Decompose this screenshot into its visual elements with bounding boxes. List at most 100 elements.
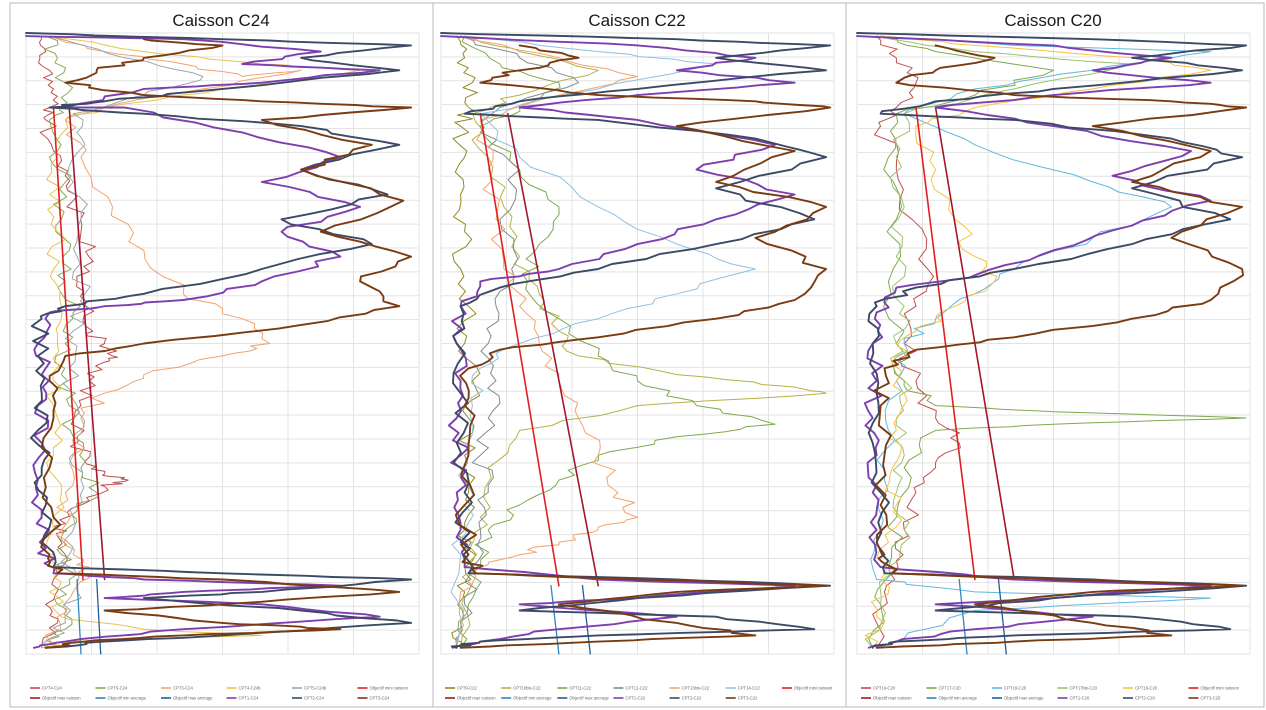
legend-item-cpt1-c22: CPT1-C22 [613,696,646,701]
legend-item-cpt10bis-c22: CPT10bis-C22 [501,686,541,691]
legend-label: CPT17bis-C20 [1070,686,1098,691]
series-line-cpt5-c24 [43,35,100,649]
legend-item-cpt2-c22: CPT2-C22 [669,696,702,701]
legend-label: CPT2-C22 [682,696,702,701]
legend-label: CPT10bis-C22 [513,686,541,691]
series-line-objectif-min-ancrage [958,578,968,655]
legend-item-cpt16-c20: CPT16-C20 [861,686,896,691]
legend-item-cpt17-c20: CPT17-C20 [926,686,962,691]
legend-label: CPT19-C20 [1135,686,1158,691]
series-line-objectif-mini-caisson [52,106,84,581]
legend-item-cpt5-c24b: CPT5-C24b [292,686,327,691]
legend-item-cpt19-c20: CPT19-C20 [1123,686,1158,691]
legend-item-objectif-max-ancrage: Objectif max ancrage [992,696,1044,701]
series-line-cpt1-c24 [25,35,381,649]
legend-label: Objectif max caisson [457,696,496,701]
legend-label: Objectif max ancrage [1004,696,1044,701]
legend-item-objectif-max-caisson: Objectif max caisson [30,696,81,701]
legend-label: CPT3-C20 [1201,696,1221,701]
series-line-cpt11-c22 [457,35,776,649]
legend-label: CPT17-C20 [939,686,962,691]
legend: CPT9-C22 CPT10bis-C22 CPT11-C22 CPT12-C22 CP… [445,686,833,701]
series-line-cpt3-c24 [40,38,413,649]
legend-item-objectif-min-ancrage: Objectif min ancrage [501,696,552,701]
legend-label: CPT12-C22 [625,686,648,691]
legend-item-cpt17bis-c20: CPT17bis-C20 [1057,686,1098,691]
legend-label: CPT14-C22 [738,686,761,691]
series-line-cpt2-c20 [856,32,1248,649]
legend: CPT16-C20 CPT17-C20 CPT18-C20 CPT17bis-C20 C… [861,686,1240,701]
legend-item-cpt9-c22: CPT9-C22 [445,686,477,691]
legend-label: CPT5-C24 [108,686,128,691]
legend-item-cpt5-c24: CPT5-C24 [95,686,128,691]
series-line-cpt10bis-c22 [460,35,827,649]
legend-label: CPT18-C20 [1004,686,1027,691]
legend-item-cpt14-c22: CPT14-C22 [725,686,761,691]
legend-label: CPT2-C24 [304,696,324,701]
legend-label: CPT3-C24 [370,696,390,701]
legend-label: CPT2-C20 [1135,696,1155,701]
legend-item-cpt18-c20: CPT18-C20 [992,686,1027,691]
legend-item-cpt4-c24b: CPT4-C24b [226,686,262,691]
legend-item-cpt3-c24: CPT3-C24 [161,686,193,691]
legend-label: Objectif mini caisson [794,686,833,691]
legend-item-objectif-max-ancrage: Objectif max ancrage [161,696,213,701]
legend-label: Objectif max caisson [873,696,912,701]
legend-label: CPT9-C22 [457,686,477,691]
legend-label: CPT4-C24b [239,686,262,691]
legend-item-cpt2-c20: CPT2-C20 [1123,696,1155,701]
chart-panel-caisson-c24: Caisson C24 CPT4-C24 CPT5-C24 CPT3-C24 CPT4… [9,2,434,708]
legend-item-cpt3-c22: CPT3-C22 [725,696,758,701]
legend-label: CPT3-C24 [173,686,193,691]
chart-panel-caisson-c20: Caisson C20 CPT16-C20 CPT17-C20 CPT18-C20 C… [845,2,1265,708]
legend-item-objectif-min-ancrage: Objectif min ancrage [926,696,978,701]
series-line-objectif-mini-caisson [915,106,976,581]
legend-label: Objectif max ancrage [569,696,609,701]
legend-label: Objectif min ancrage [939,696,978,701]
legend-item-cpt1-c24: CPT1-C24 [226,696,259,701]
legend-label: Objectif mini caisson [1201,686,1240,691]
legend-label: CPT5-C24b [304,686,327,691]
legend-item-objectif-min-ancrage: Objectif min ancrage [95,696,147,701]
legend-item-objectif-mini-caisson: Objectif mini caisson [781,686,833,691]
legend-label: Objectif min ancrage [108,696,147,701]
legend-item-objectif-max-caisson: Objectif max caisson [861,696,912,701]
legend-label: Objectif max ancrage [173,696,213,701]
legend-item-cpt3-c20: CPT3-C20 [1188,696,1221,701]
series-line-objectif-max-caisson [507,112,599,587]
legend-label: CPT1-C22 [625,696,645,701]
legend-label: CPT1-C20 [1070,696,1090,701]
chart-title: Caisson C20 [1004,11,1101,30]
legend-item-objectif-max-ancrage: Objectif max ancrage [557,696,610,701]
series-line-cpt14-c22 [450,35,756,649]
series-line-objectif-max-caisson [68,106,106,581]
legend-label: Objectif min ancrage [513,696,552,701]
legend-label: Objectif mini caisson [370,686,409,691]
series-line-cpt2-c22 [440,32,832,649]
legend-label: CPT4-C24 [42,686,62,691]
legend-item-cpt12-c22: CPT12-C22 [613,686,648,691]
chart-panel-caisson-c22: Caisson C22 CPT9-C22 CPT10bis-C22 CPT11-C2… [432,2,847,708]
series-group [440,32,832,655]
series-line-cpt17bis-c20 [865,35,1133,649]
series-group [856,32,1248,655]
legend-item-objectif-mini-caisson: Objectif mini caisson [357,686,409,691]
legend-item-objectif-max-caisson: Objectif max caisson [445,696,496,701]
legend: CPT4-C24 CPT5-C24 CPT3-C24 CPT4-C24b CPT5-C2… [30,686,409,701]
legend-item-objectif-mini-caisson: Objectif mini caisson [1188,686,1240,691]
series-line-cpt3-c20 [873,44,1248,649]
legend-label: CPT3-C22 [738,696,758,701]
series-line-cpt3-c22 [454,44,832,649]
legend-item-cpt3-c24: CPT3-C24 [357,696,390,701]
series-line-objectif-mini-caisson [479,112,560,587]
legend-label: CPT1-C24 [239,696,259,701]
chart-title: Caisson C24 [172,11,269,30]
legend-item-cpt1-c20: CPT1-C20 [1057,696,1090,701]
legend-item-cpt2-c24: CPT2-C24 [292,696,324,701]
legend-label: CPT16-C20 [873,686,896,691]
legend-label: CPT11-C22 [569,686,591,691]
legend-label: CPT13bis-C22 [682,686,710,691]
legend-item-cpt4-c24: CPT4-C24 [30,686,62,691]
legend-item-cpt13bis-c22: CPT13bis-C22 [669,686,710,691]
